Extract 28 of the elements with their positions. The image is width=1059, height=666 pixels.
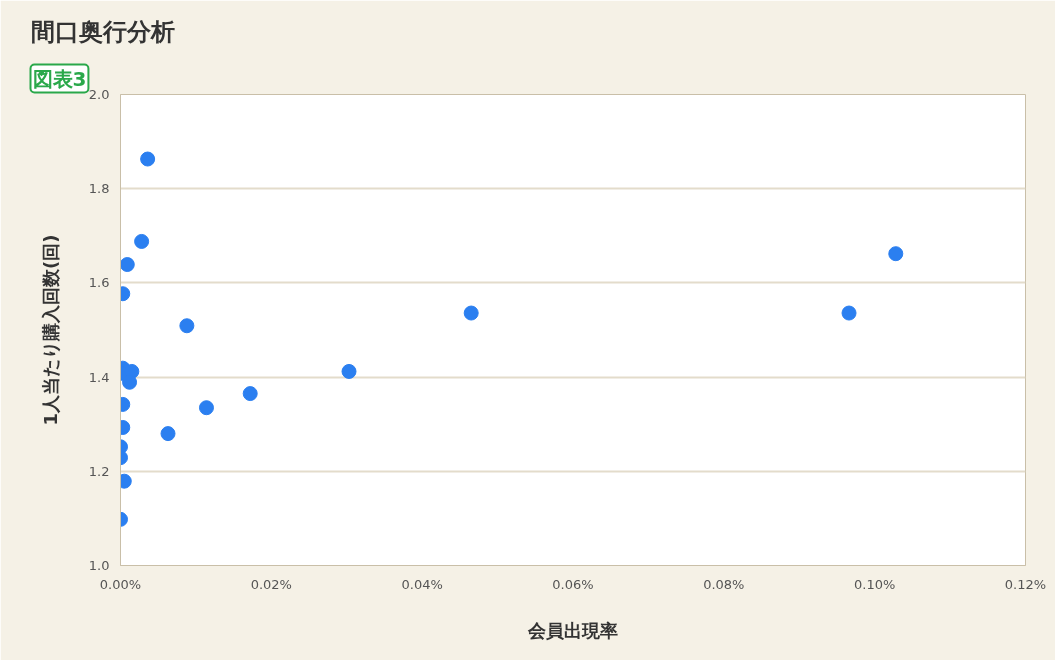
y-tick-label: 1.4 [88, 369, 110, 385]
y-tick-label: 1.8 [88, 181, 110, 197]
x-tick-label: 0.08% [703, 576, 745, 592]
y-axis-title: 1人当たり購入回数(回) [39, 234, 61, 426]
point [888, 246, 904, 262]
x-tick-label: 0.06% [552, 576, 594, 592]
point [140, 151, 156, 167]
point [179, 318, 195, 334]
x-tick-label: 0.04% [401, 576, 443, 592]
x-axis-title: 会員出現率 [527, 619, 618, 641]
y-tick-label: 1.2 [88, 463, 110, 479]
point [341, 363, 357, 379]
x-tick-label: 0.02% [250, 576, 292, 592]
point [841, 305, 857, 321]
text: 図表3 [32, 66, 87, 91]
y-tick-label: 1.0 [88, 558, 110, 573]
point [120, 257, 135, 273]
point [242, 386, 258, 402]
y-tick-label: 1.6 [88, 275, 110, 291]
point [160, 426, 176, 442]
point [198, 400, 214, 416]
y-tick-label: 2.0 [88, 87, 110, 102]
point [134, 233, 150, 249]
x-tick-label: 0.12% [1004, 576, 1047, 592]
x-tick-label: 0.10% [854, 576, 896, 592]
chart-title: 間口奥行分析 [30, 17, 175, 46]
point [463, 305, 479, 321]
x-tick-label: 0.00% [99, 576, 142, 592]
